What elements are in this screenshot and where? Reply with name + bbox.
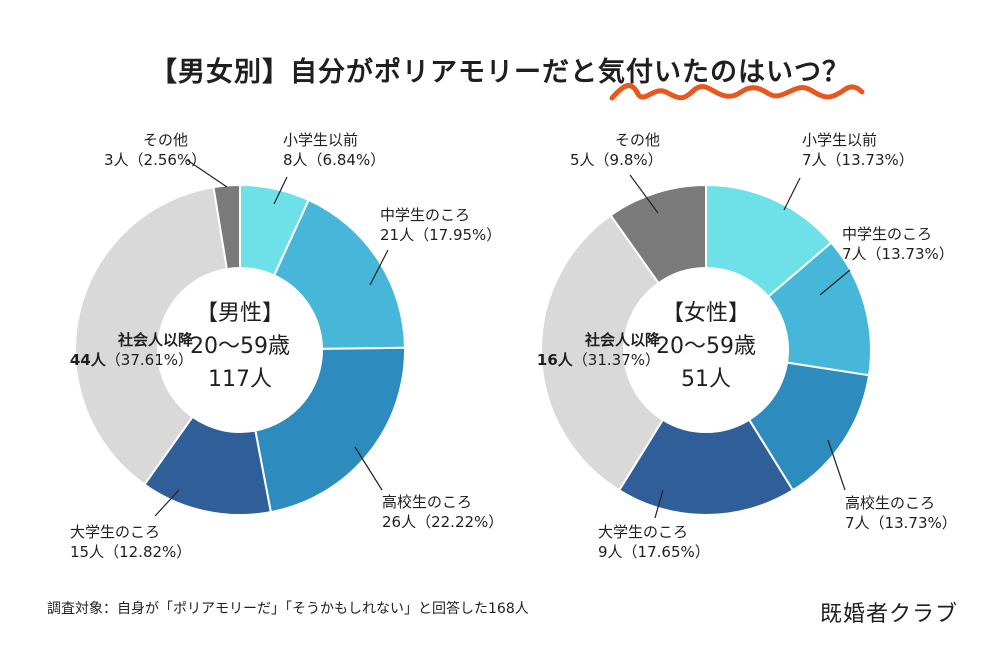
slice-label: 小学生以前 7人（13.73%）: [802, 130, 914, 170]
slice-label-count: 3人: [104, 151, 129, 169]
slice-その他: [212, 183, 241, 271]
slice-label-count: 5人: [570, 151, 595, 169]
leader-line: [654, 489, 664, 519]
slice-label-name: 中学生のころ: [842, 225, 933, 243]
slice-label-value: 5人（9.8%）: [570, 150, 663, 170]
center-line3: 117人: [208, 367, 272, 392]
slice-中学生のころ: [272, 198, 406, 350]
slice-label-count: 44人: [69, 351, 106, 369]
center-line1: 【男性】: [195, 301, 284, 326]
survey-note: 調査対象：自身が「ポリアモリーだ」「そうかもしれない」と回答した168人: [47, 601, 529, 617]
slice-label-name: 社会人以降: [584, 331, 660, 349]
slice-label-percent: （13.73%）: [826, 151, 914, 169]
slice-label-count: 7人: [845, 514, 870, 532]
slice-label-value: 7人（13.73%）: [842, 244, 954, 264]
leader-line: [273, 176, 288, 205]
leader-line: [783, 177, 801, 211]
slice-label-value: 16人（31.37%）: [470, 350, 660, 370]
slice-label: 社会人以降 16人（31.37%）: [470, 330, 660, 370]
slice-label-value: 7人（13.73%）: [802, 150, 914, 170]
slice-label-value: 7人（13.73%）: [845, 513, 957, 533]
donut-center-male: 【男性】 20〜59歳 117人: [150, 297, 330, 396]
slice-label-count: 21人: [380, 226, 415, 244]
brand-logo-text: 既婚者クラブ: [819, 602, 958, 627]
slice-label-percent: （12.82%）: [104, 543, 192, 561]
leader-line: [629, 174, 659, 214]
title-underline-squiggle: [609, 83, 865, 101]
leader-line: [369, 249, 389, 286]
slice-label-count: 16人: [536, 351, 573, 369]
slice-label-value: 3人（2.56%）: [104, 150, 206, 170]
slice-label-name: 大学生のころ: [70, 523, 161, 541]
slice-label-name: その他: [614, 131, 660, 149]
slice-label: 高校生のころ 26人（22.22%）: [382, 492, 503, 532]
center-line1: 【女性】: [661, 301, 750, 326]
slice-社会人以降: [540, 213, 665, 492]
slice-label-count: 7人: [842, 245, 867, 263]
slice-label-count: 9人: [598, 543, 623, 561]
slice-label-name: 小学生以前: [283, 131, 359, 149]
slice-label: 小学生以前 8人（6.84%）: [283, 130, 385, 170]
slice-label-percent: （31.37%）: [572, 351, 660, 369]
slice-label: 中学生のころ 7人（13.73%）: [842, 224, 954, 264]
slice-社会人以降: [74, 185, 228, 486]
slice-label-percent: （6.84%）: [307, 151, 386, 169]
leader-line: [154, 489, 180, 517]
donut-male: [74, 183, 406, 516]
center-line2: 20〜59歳: [656, 334, 756, 359]
slice-label-name: 高校生のころ: [382, 493, 473, 511]
slice-label-value: 9人（17.65%）: [598, 542, 710, 562]
center-line3: 51人: [681, 367, 731, 392]
slice-label: 中学生のころ 21人（17.95%）: [380, 205, 501, 245]
slice-label-percent: （2.56%）: [128, 151, 207, 169]
slice-label: 社会人以降 44人（37.61%）: [28, 330, 193, 370]
slice-label-percent: （9.8%）: [594, 151, 663, 169]
slice-label-name: 大学生のころ: [598, 523, 689, 541]
donut-female: [540, 183, 872, 516]
slice-label-value: 15人（12.82%）: [70, 542, 191, 562]
center-line2: 20〜59歳: [190, 334, 290, 359]
leader-line: [819, 269, 851, 296]
slice-label-count: 7人: [802, 151, 827, 169]
slice-label-percent: （13.73%）: [869, 514, 957, 532]
slice-label-name: 小学生以前: [802, 131, 878, 149]
slice-label-name: 社会人以降: [117, 331, 193, 349]
slice-label-percent: （13.73%）: [866, 245, 954, 263]
slice-label-percent: （17.95%）: [414, 226, 502, 244]
slice-label-percent: （37.61%）: [105, 351, 193, 369]
slice-label-percent: （17.65%）: [622, 543, 710, 561]
leader-line: [827, 439, 846, 491]
leader-line: [354, 446, 383, 491]
slice-label-name: 中学生のころ: [380, 206, 471, 224]
leader-line: [186, 159, 228, 188]
slice-label: 大学生のころ 15人（12.82%）: [70, 522, 191, 562]
slice-label-count: 8人: [283, 151, 308, 169]
chart-title: 【男女別】自分がポリアモリーだと気付いたのはいつ？: [150, 57, 850, 88]
slice-label-value: 21人（17.95%）: [380, 225, 501, 245]
slice-その他: [609, 183, 707, 285]
slice-label-value: 44人（37.61%）: [28, 350, 193, 370]
slice-label-name: その他: [142, 131, 188, 149]
slice-label: その他 3人（2.56%）: [104, 130, 206, 170]
slice-label-value: 26人（22.22%）: [382, 512, 503, 532]
slice-label-value: 8人（6.84%）: [283, 150, 385, 170]
slice-label-count: 15人: [70, 543, 105, 561]
donut-center-female: 【女性】 20〜59歳 51人: [616, 297, 796, 396]
slice-label-name: 高校生のころ: [845, 494, 936, 512]
slice-高校生のころ: [254, 346, 406, 514]
slice-label: 大学生のころ 9人（17.65%）: [598, 522, 710, 562]
slice-label-count: 26人: [382, 513, 417, 531]
slice-label: 高校生のころ 7人（13.73%）: [845, 493, 957, 533]
slice-label: その他 5人（9.8%）: [570, 130, 663, 170]
slice-label-percent: （22.22%）: [416, 513, 504, 531]
